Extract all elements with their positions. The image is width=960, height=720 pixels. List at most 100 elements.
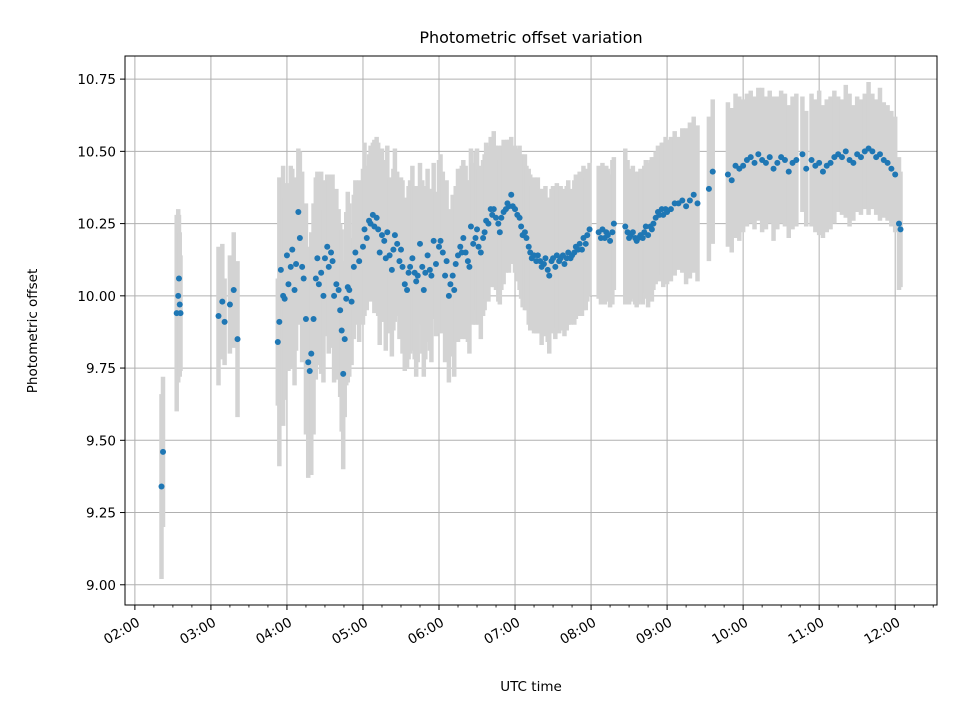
data-point (329, 258, 336, 265)
data-point (751, 159, 758, 166)
data-point (785, 168, 792, 175)
data-point (289, 246, 296, 253)
data-point (793, 157, 800, 164)
data-point (416, 240, 423, 247)
data-point (420, 287, 427, 294)
data-point (584, 232, 591, 239)
data-point (359, 243, 366, 250)
data-point (300, 275, 307, 282)
data-point (474, 226, 481, 233)
data-point (493, 214, 500, 221)
data-point (485, 220, 492, 227)
y-tick-label: 9.75 (86, 361, 116, 377)
data-points (158, 145, 904, 490)
data-point (645, 232, 652, 239)
data-point (512, 206, 519, 213)
data-point (399, 263, 406, 270)
data-point (381, 237, 388, 244)
data-point (407, 263, 414, 270)
data-point (781, 157, 788, 164)
data-point (432, 261, 439, 268)
data-point (426, 266, 433, 273)
data-point (525, 243, 532, 250)
data-point (321, 255, 328, 262)
data-point (639, 235, 646, 242)
data-point (401, 281, 408, 288)
data-point (888, 165, 895, 172)
data-point (609, 229, 616, 236)
data-point (310, 315, 317, 322)
data-point (690, 191, 697, 198)
data-point (312, 275, 319, 282)
data-point (449, 272, 456, 279)
data-point (390, 246, 397, 253)
data-point (338, 327, 345, 334)
data-point (314, 255, 321, 262)
data-point (686, 197, 693, 204)
data-point (422, 269, 429, 276)
data-point (315, 281, 322, 288)
data-point (604, 232, 611, 239)
data-point (424, 252, 431, 259)
data-point (622, 223, 629, 230)
data-point (318, 269, 325, 276)
data-point (869, 148, 876, 155)
data-point (442, 272, 449, 279)
data-point (799, 151, 806, 158)
data-point (388, 266, 395, 273)
data-point (892, 171, 899, 178)
data-point (443, 258, 450, 265)
data-point (774, 159, 781, 166)
data-point (452, 261, 459, 268)
data-point (808, 157, 815, 164)
data-point (747, 154, 754, 161)
data-point (331, 292, 338, 299)
data-point (413, 278, 420, 285)
data-point (475, 243, 482, 250)
data-point (542, 255, 549, 262)
data-point (305, 359, 312, 366)
data-point (158, 483, 165, 490)
data-point (762, 159, 769, 166)
y-tick-label: 9.00 (86, 578, 116, 594)
data-point (437, 237, 444, 244)
data-point (409, 255, 416, 262)
data-point (386, 252, 393, 259)
data-point (419, 263, 426, 270)
data-point (648, 226, 655, 233)
data-point (328, 249, 335, 256)
data-point (498, 214, 505, 221)
data-point (430, 237, 437, 244)
data-point (343, 295, 350, 302)
data-point (221, 318, 228, 325)
data-point (895, 220, 902, 227)
data-point (340, 370, 347, 377)
data-point (363, 235, 370, 242)
data-point (607, 237, 614, 244)
data-point (226, 301, 233, 308)
data-point (384, 229, 391, 236)
data-point (508, 191, 515, 198)
data-point (350, 263, 357, 270)
data-point (578, 246, 585, 253)
y-tick-label: 9.25 (86, 506, 116, 522)
data-point (876, 151, 883, 158)
y-axis-label: Photometric offset (25, 269, 41, 393)
data-point (516, 214, 523, 221)
data-point (457, 243, 464, 250)
data-point (495, 220, 502, 227)
data-point (287, 263, 294, 270)
data-point (439, 249, 446, 256)
data-point (850, 159, 857, 166)
data-point (540, 261, 547, 268)
data-point (470, 240, 477, 247)
y-tick-label: 9.50 (86, 433, 116, 449)
data-point (582, 240, 589, 247)
data-point (683, 203, 690, 210)
data-point (480, 235, 487, 242)
data-point (404, 287, 411, 294)
data-point (281, 295, 288, 302)
data-point (724, 171, 731, 178)
